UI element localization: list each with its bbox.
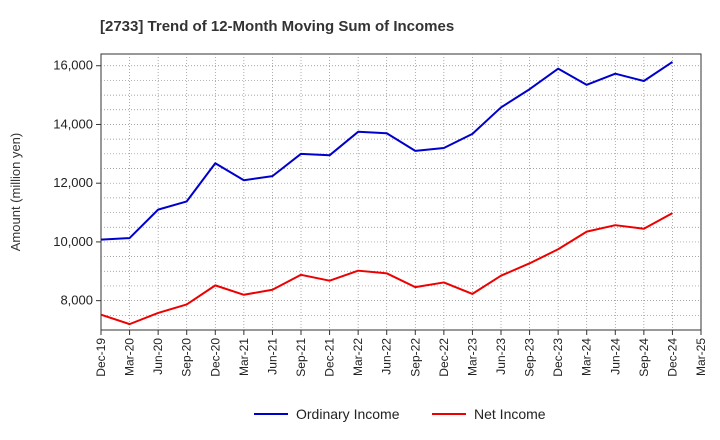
legend-label-net-income: Net Income bbox=[474, 406, 546, 422]
x-tick-label: Jun-24 bbox=[608, 338, 622, 375]
series-line-net-income bbox=[100, 212, 673, 326]
x-tick-label: Mar-22 bbox=[351, 338, 365, 376]
y-axis-label: Amount (million yen) bbox=[8, 133, 23, 252]
grid-lines bbox=[101, 54, 701, 330]
x-tick-label: Sep-21 bbox=[294, 338, 308, 377]
x-tick-label: Mar-20 bbox=[123, 338, 137, 376]
series-line-ordinary-income bbox=[100, 61, 673, 241]
x-tick-label: Sep-24 bbox=[637, 338, 651, 377]
chart-title: [2733] Trend of 12-Month Moving Sum of I… bbox=[100, 18, 454, 35]
plot-area bbox=[100, 53, 702, 331]
x-tick-label: Dec-21 bbox=[323, 338, 337, 377]
x-tick-label: Mar-23 bbox=[465, 338, 479, 376]
x-tick-label: Dec-24 bbox=[665, 338, 679, 377]
x-tick-label: Dec-22 bbox=[437, 338, 451, 377]
x-tick-label: Mar-21 bbox=[237, 338, 251, 376]
y-tick-label: 10,000 bbox=[53, 234, 93, 249]
x-tick-label: Sep-23 bbox=[523, 338, 537, 377]
x-tick-label: Mar-24 bbox=[580, 338, 594, 376]
x-tick-label: Jun-23 bbox=[494, 338, 508, 375]
y-tick-label: 12,000 bbox=[53, 175, 93, 190]
y-tick-label: 14,000 bbox=[53, 116, 93, 131]
x-tick-label: Jun-21 bbox=[265, 338, 279, 375]
y-tick-label: 8,000 bbox=[60, 293, 93, 308]
x-tick-label: Sep-20 bbox=[180, 338, 194, 377]
x-tick-label: Jun-22 bbox=[380, 338, 394, 375]
x-tick-label: Dec-19 bbox=[94, 338, 108, 377]
x-tick-label: Jun-20 bbox=[151, 338, 165, 375]
x-axis: Dec-19 Mar-20 Jun-20 Sep-20 Dec-20 Mar-21 Jun-… bbox=[94, 330, 708, 377]
series-layer bbox=[100, 61, 673, 326]
legend-label-ordinary-income: Ordinary Income bbox=[296, 406, 400, 422]
y-tick-label: 16,000 bbox=[53, 58, 93, 73]
x-tick-label: Mar-25 bbox=[694, 338, 708, 376]
x-tick-label: Sep-22 bbox=[408, 338, 422, 377]
legend: Ordinary Income Net Income bbox=[254, 406, 546, 422]
x-tick-label: Dec-20 bbox=[208, 338, 222, 377]
x-tick-label: Dec-23 bbox=[551, 338, 565, 377]
y-axis: 8,000 10,000 12,000 14,000 16,000 bbox=[53, 58, 101, 308]
